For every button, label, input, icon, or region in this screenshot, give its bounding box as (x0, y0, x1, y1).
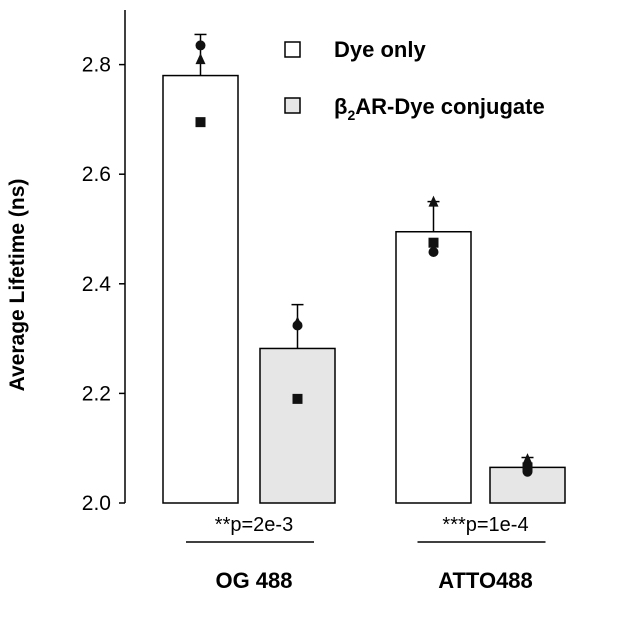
y-tick-label-3: 2.6 (82, 163, 111, 186)
bar-series1-cat0 (259, 347, 336, 504)
p-value-1: ***p=1e-4 (442, 514, 528, 536)
legend-swatch-conjugate (284, 97, 301, 114)
category-label-0: OG 488 (215, 568, 292, 593)
point-square-series0-cat1 (428, 237, 439, 248)
legend-label-conjugate: β2AR-Dye conjugate (334, 94, 545, 123)
y-tick-label-4: 2.8 (82, 54, 111, 77)
point-circle-series0-cat0 (195, 40, 206, 51)
bar-series0-cat0 (162, 74, 239, 504)
y-axis-title: Average Lifetime (ns) (6, 179, 29, 392)
y-tick-label-1: 2.2 (82, 382, 111, 405)
category-label-1: ATTO488 (438, 568, 533, 593)
plot-area: 2.0 2.2 2.4 2.6 2.8 OG 488 **p=2e-3 ATTO488 ***p… (82, 10, 566, 593)
point-square-series1-cat0 (292, 393, 303, 404)
point-triangle-series0-cat1 (428, 195, 439, 207)
y-tick-label-0: 2.0 (82, 492, 111, 515)
legend-swatch-dye-only (284, 41, 301, 58)
point-circle-series1-cat0 (292, 320, 303, 331)
point-circle-series0-cat1 (428, 247, 439, 258)
point-triangle-series1-cat1 (522, 453, 533, 465)
point-square-series0-cat0 (195, 117, 206, 128)
point-triangle-series0-cat0 (195, 53, 206, 65)
bar-series0-cat1 (395, 230, 472, 504)
point-square-series1-cat1 (522, 462, 533, 473)
y-tick-label-2: 2.4 (82, 273, 112, 296)
legend: Dye only β2AR-Dye conjugate (284, 37, 545, 123)
legend-label-dye-only: Dye only (334, 37, 426, 62)
p-value-0: **p=2e-3 (215, 514, 293, 536)
